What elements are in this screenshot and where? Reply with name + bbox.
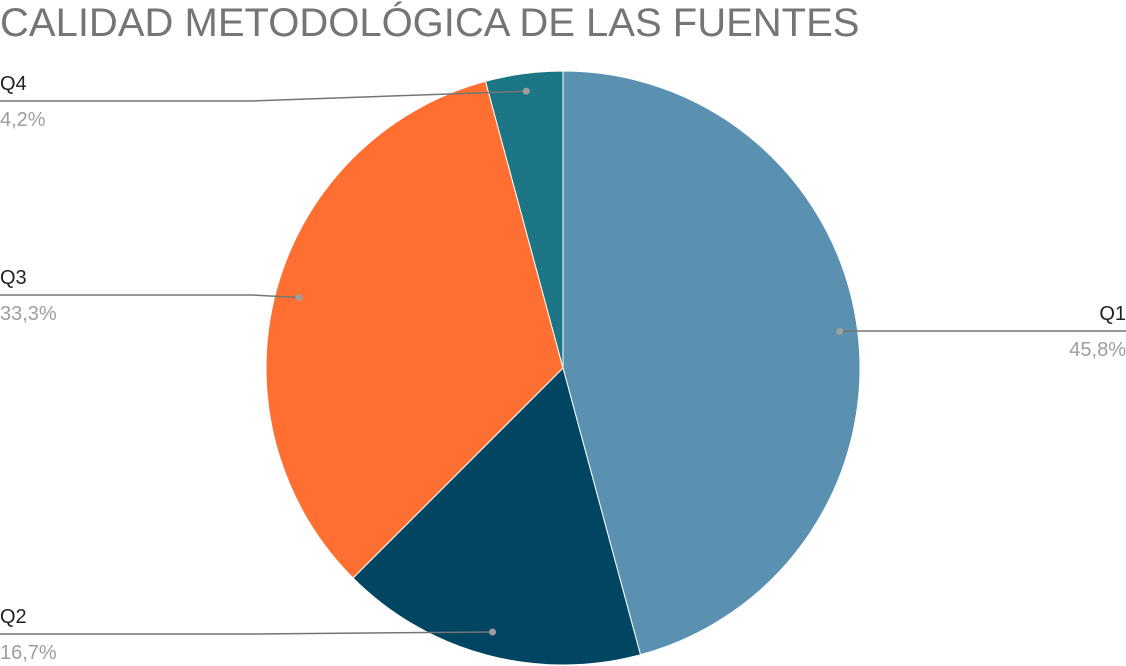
slice-label-q2: Q2: [0, 606, 27, 628]
pie-slice-q4: [484, 70, 564, 369]
slice-percent-q1: 45,8%: [1069, 339, 1126, 361]
leader-dot-q2: [489, 628, 497, 636]
leader-line-q2: [0, 631, 493, 635]
pie-slice-q2: [352, 367, 642, 666]
slice-label-q1: Q1: [1099, 303, 1126, 325]
pie-slice-q3: [265, 80, 564, 579]
leader-dot-q3: [295, 294, 303, 302]
pie-slice-q1: [562, 70, 861, 656]
chart-title: CALIDAD METODOLÓGICA DE LAS FUENTES: [0, 1, 860, 45]
slice-label-q3: Q3: [0, 267, 27, 289]
leader-line-q4: [0, 90, 527, 102]
slice-percent-q2: 16,7%: [0, 642, 57, 664]
leader-dot-q1: [836, 327, 844, 335]
leader-line-q3: [0, 294, 300, 299]
leader-dot-q4: [522, 87, 530, 95]
slice-label-q4: Q4: [0, 73, 27, 95]
slice-percent-q4: 4,2%: [0, 109, 46, 131]
slice-percent-q3: 33,3%: [0, 303, 57, 325]
